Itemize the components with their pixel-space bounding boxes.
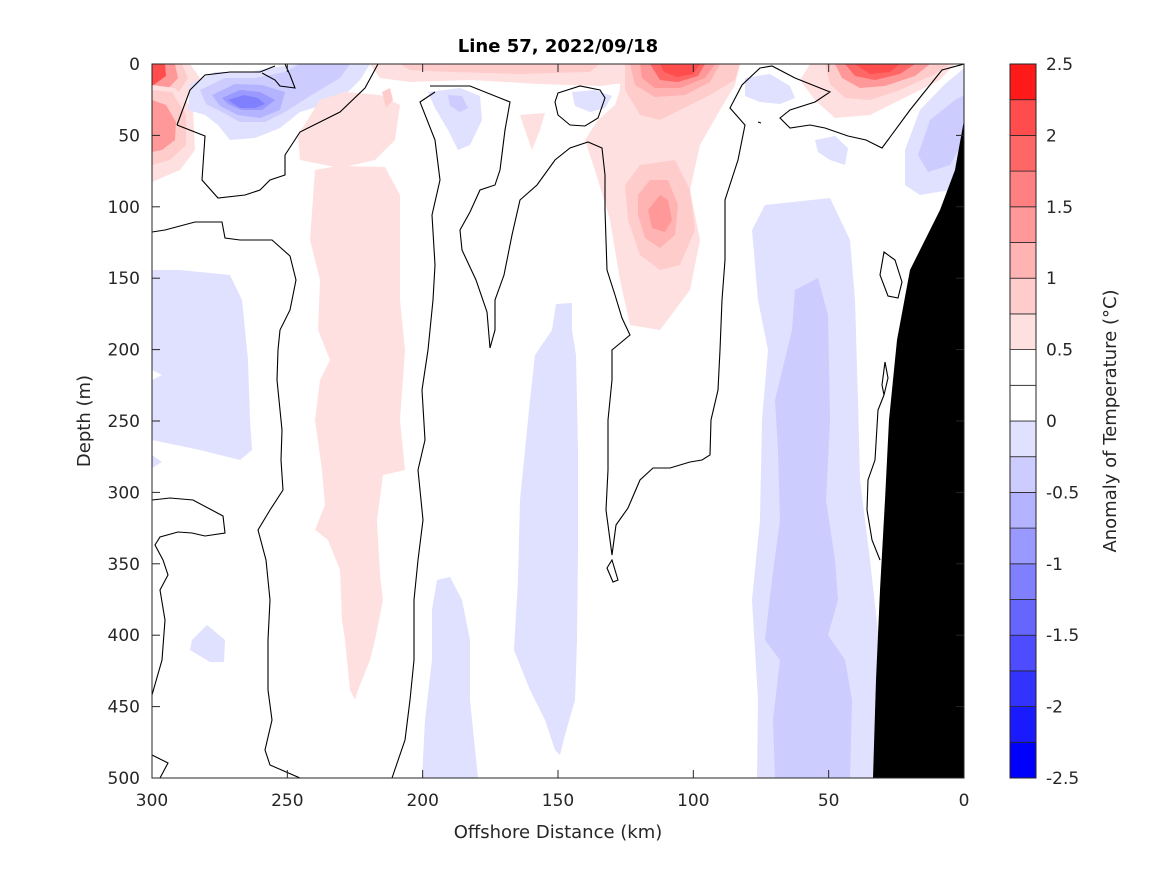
- y-axis: 0 50 100 150 200 250 300 350 400 450 500: [108, 55, 964, 789]
- contour-line: [606, 558, 619, 583]
- fill-cool-ne-05: [918, 95, 964, 172]
- colorbar-swatch: [1009, 277, 1037, 315]
- fill-cool-185-025: [428, 88, 482, 150]
- y-tick-label: 350: [108, 555, 140, 575]
- fill-cool-185-05: [448, 95, 468, 112]
- fill-cool-180-band: [422, 577, 478, 778]
- fill-warm-110-sub-1: [648, 195, 672, 232]
- contour-line: [879, 251, 903, 299]
- colorbar-swatch: [1009, 599, 1037, 636]
- colorbar-tick-label: 1.5: [1046, 198, 1073, 218]
- contour-line: [261, 64, 296, 89]
- contour-line: [430, 64, 964, 556]
- plot-area: [152, 64, 964, 778]
- fill-warm-178-05: [382, 88, 393, 108]
- fill-cool-80-025: [745, 74, 795, 104]
- colorbar-tick-label: 2.5: [1046, 55, 1073, 75]
- y-tick-label: 50: [118, 126, 140, 146]
- fill-warm-225-025: [298, 92, 400, 168]
- y-tick-label: 500: [108, 769, 140, 789]
- fill-cold-270-125: [228, 95, 265, 108]
- y-tick-label: 450: [108, 698, 140, 718]
- y-tick-label: 250: [108, 412, 140, 432]
- colorbar-tick-label: -1.5: [1046, 626, 1079, 646]
- x-tick-label: 200: [406, 791, 438, 811]
- colorbar-swatch: [1009, 349, 1037, 386]
- x-tick-label: 0: [959, 791, 970, 811]
- fill-cool-west-400: [190, 625, 225, 662]
- contour-line: [176, 65, 276, 126]
- contour-line: [757, 121, 762, 124]
- fill-warm-120-025: [520, 113, 545, 150]
- colorbar-swatch: [1009, 170, 1037, 208]
- fill-cold-236-05: [305, 64, 345, 82]
- colorbar-swatch: [1009, 527, 1037, 565]
- colorbar-swatch: [1009, 420, 1037, 458]
- colorbar-swatch: [1009, 456, 1037, 493]
- colorbar-tick-label: -0.5: [1046, 483, 1079, 503]
- fill-warm-nw-2: [152, 64, 166, 86]
- contour-line: [176, 64, 379, 199]
- x-axis: 300 250 200 150 100 50 0: [136, 64, 970, 811]
- colorbar-swatch: [1009, 706, 1037, 743]
- fill-cool-west-band: [152, 270, 252, 460]
- colorbar-tick-label: 0.5: [1046, 341, 1073, 361]
- colorbar-tick-label: -2.5: [1046, 769, 1079, 789]
- colorbar-tick-label: 0: [1046, 412, 1057, 432]
- colorbar-swatch: [1009, 634, 1037, 672]
- fill-warm-top-mid-05: [400, 64, 600, 74]
- y-tick-label: 400: [108, 626, 140, 646]
- colorbar-swatch: [1009, 206, 1037, 243]
- colorbar-swatch: [1009, 134, 1037, 172]
- x-tick-label: 150: [542, 791, 574, 811]
- colorbar-tick-label: -1: [1046, 555, 1063, 575]
- y-tick-label: 300: [108, 483, 140, 503]
- fill-cool-60-025: [815, 136, 848, 165]
- contour-line: [391, 91, 441, 778]
- contour-line: [152, 497, 226, 696]
- x-tick-label: 50: [818, 791, 840, 811]
- bathymetry-mask: [873, 120, 964, 778]
- colorbar-swatch: [1009, 741, 1037, 779]
- y-tick-label: 0: [129, 55, 140, 75]
- zero-contours: [152, 64, 964, 778]
- colorbar-swatch: [1009, 313, 1037, 350]
- x-tick-label: 250: [271, 791, 303, 811]
- x-axis-title: Offshore Distance (km): [454, 822, 663, 843]
- fill-warm-225-band: [310, 166, 405, 700]
- colorbar-swatch: [1009, 563, 1037, 600]
- colorbar-tick-label: 2: [1046, 126, 1057, 146]
- fill-cool-west-sliver: [152, 455, 162, 468]
- colorbar-swatch: [1009, 384, 1037, 422]
- contour-line: [152, 221, 301, 778]
- colorbar-swatch: [1009, 670, 1037, 708]
- contour-line: [152, 754, 169, 778]
- colorbar-frame: [1009, 63, 1037, 779]
- y-tick-label: 150: [108, 269, 140, 289]
- colorbar-title: Anomaly of Temperature (°C): [1100, 289, 1121, 552]
- colorbar-tick-label: 1: [1046, 269, 1057, 289]
- colorbar-swatch: [1009, 491, 1037, 529]
- y-tick-label: 100: [108, 198, 140, 218]
- chart-title: Line 57, 2022/09/18: [458, 36, 658, 57]
- colorbar-swatch: [1009, 63, 1037, 101]
- fill-cool-60-band-05: [765, 278, 852, 778]
- x-tick-label: 300: [136, 791, 168, 811]
- colorbar-swatch: [1009, 242, 1037, 279]
- contour-line: [554, 85, 606, 127]
- fill-warm-w60-1: [152, 100, 176, 152]
- fill-cool-150-band: [514, 303, 578, 755]
- fill-warm-100-2: [660, 64, 700, 77]
- y-tick-label: 200: [108, 341, 140, 361]
- y-axis-title: Depth (m): [74, 375, 95, 467]
- x-tick-label: 100: [677, 791, 709, 811]
- contour-line: [866, 394, 885, 561]
- colorbar: 2.5 2 1.5 1 0.5 0 -0.5 -1 -1.5 -2 -2.5: [1009, 55, 1079, 789]
- colorbar-swatch: [1009, 99, 1037, 136]
- fill-warm-30-2: [855, 64, 900, 74]
- colorbar-tick-label: -2: [1046, 698, 1063, 718]
